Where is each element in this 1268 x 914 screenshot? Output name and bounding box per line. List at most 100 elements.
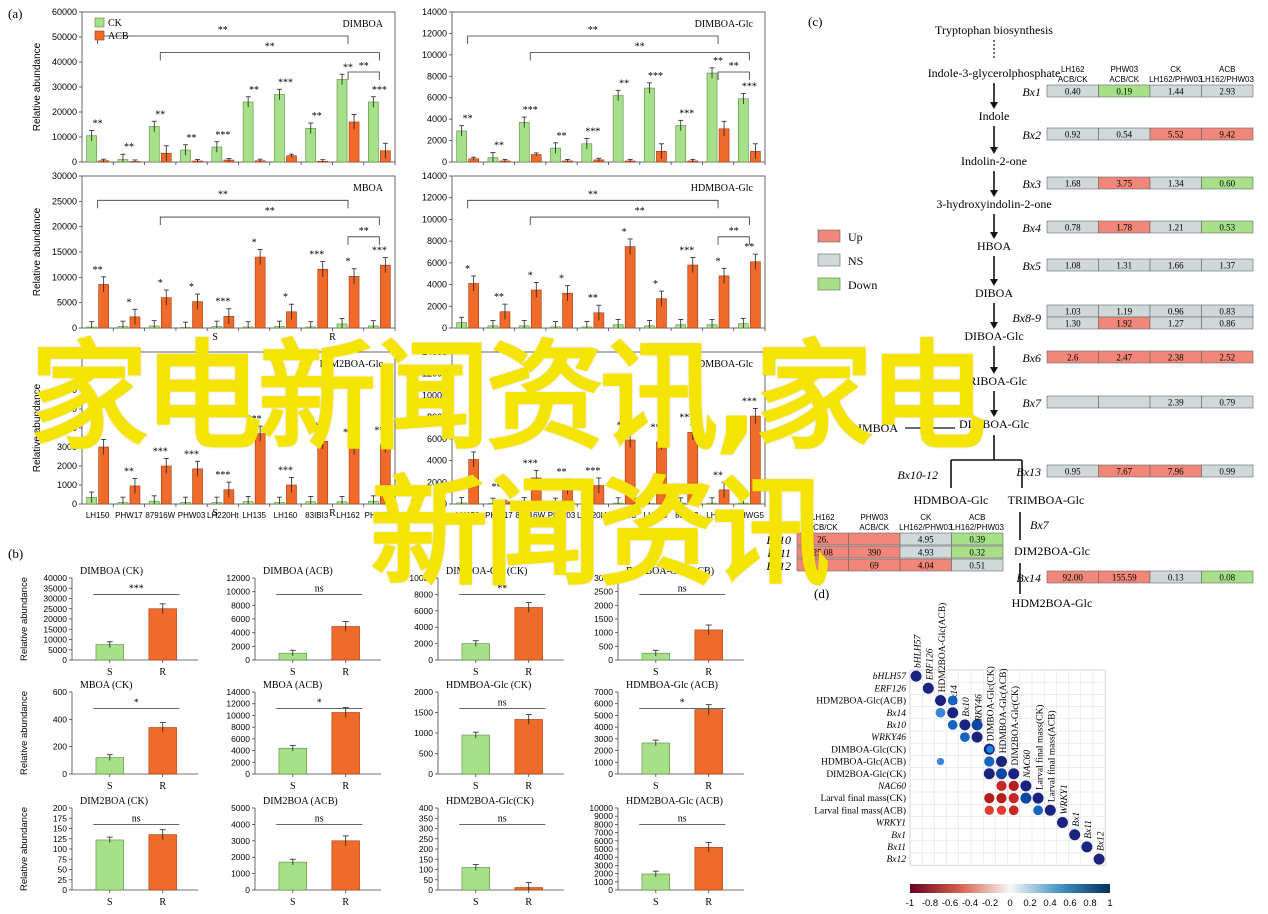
significance-label: **	[713, 56, 723, 67]
significance-label: ***	[278, 77, 293, 88]
colorbar-tick-label: -0.2	[982, 898, 998, 909]
significance-label: *	[283, 292, 288, 303]
y-tick-label: 150	[419, 854, 433, 864]
significance-label: **	[557, 131, 567, 142]
x-tick-label: S	[473, 667, 479, 678]
x-tick-label: S	[107, 781, 113, 792]
y-tick-label: 150	[53, 824, 67, 834]
row-label: Bx14	[886, 709, 906, 719]
y-tick-label: 5000	[57, 298, 77, 308]
y-tick-label: 0	[442, 323, 447, 333]
x-tick-label: 83IBI3	[675, 511, 699, 520]
table-value: 0.51	[969, 561, 985, 571]
pathway-node: Indole-3-glycerolphosphate	[928, 66, 1061, 80]
y-tick-label: 7000	[594, 828, 613, 838]
table-cell	[1201, 464, 1254, 478]
y-tick-label: 400	[419, 803, 433, 813]
significance-label: ***	[129, 583, 144, 594]
table-value: 2.6	[1067, 353, 1079, 363]
table-value: 0.08	[1219, 573, 1235, 583]
y-tick-label: 5000	[57, 404, 77, 414]
y-tick-label: 9000	[594, 811, 613, 821]
table-value: 5.52	[1168, 130, 1184, 140]
significance-label: **	[494, 140, 504, 151]
table-value: 4.95	[918, 535, 934, 545]
y-tick-label: 4000	[231, 746, 250, 756]
significance-label: **	[312, 111, 322, 122]
x-tick-label: R	[525, 667, 532, 678]
table-header: ACB	[1219, 65, 1235, 74]
row-label: HDM2BOA-Glc(ACB)	[816, 696, 906, 707]
y-tick-label: 5000	[48, 645, 67, 655]
significance-label: *	[680, 697, 685, 708]
bar-ck	[612, 95, 624, 163]
significance-label: ***	[585, 466, 600, 477]
significance-label: *	[653, 279, 658, 290]
bar-ck	[148, 126, 160, 163]
y-tick-label: 10000	[409, 573, 433, 583]
table-header: LH162	[811, 513, 835, 522]
table-cell	[1201, 258, 1254, 272]
chart-b5: MBOA (CK) 0 200 400 600 S R * Relative abundance	[19, 680, 198, 792]
corr-cell	[1008, 780, 1019, 792]
table-value: 1.31	[1116, 261, 1132, 271]
corr-cell	[1081, 841, 1093, 853]
y-tick-label: 3000	[57, 442, 77, 452]
y-tick-label: 14000	[226, 687, 250, 697]
y-tick-label: 3000	[594, 573, 613, 583]
comparison-bracket	[467, 35, 719, 44]
table-value: 0.86	[1219, 319, 1235, 329]
branch-arrows	[950, 435, 1023, 488]
significance-label: *	[716, 256, 721, 267]
pathway-diagram: Tryptophan biosynthesis Indole-3-glycerol…	[766, 23, 1254, 610]
y-tick-label: 4000	[427, 280, 447, 290]
significance-label: ns	[498, 697, 507, 708]
comparison-bracket	[529, 52, 750, 61]
bar-r	[148, 608, 177, 661]
comparison-bracket	[347, 71, 380, 80]
bracket-label: **	[359, 226, 369, 237]
x-tick-label: S	[107, 667, 113, 678]
corr-cell	[996, 756, 1007, 767]
table-value: 1.37	[1219, 261, 1235, 271]
corr-cell	[983, 768, 995, 780]
table-value: 1.08	[1065, 261, 1081, 271]
table-value: 0.40	[1065, 87, 1081, 97]
bar-s	[461, 867, 490, 891]
y-tick-label: 0	[608, 885, 613, 895]
table-value: 9.42	[1219, 130, 1235, 140]
corr-cell	[1020, 792, 1032, 804]
significance-label: **	[497, 583, 507, 594]
legend-swatch-down	[817, 277, 841, 291]
y-tick-label: 1000	[594, 877, 613, 887]
comparison-bracket	[97, 199, 349, 209]
bar-s	[641, 742, 670, 775]
table-value: 0.13	[1168, 573, 1184, 583]
enzyme-label: Bx7	[1030, 518, 1050, 532]
table-cell	[1098, 395, 1151, 409]
bar-acb	[317, 268, 329, 329]
y-tick-label: 600	[53, 687, 67, 697]
corr-cell	[947, 695, 958, 706]
bar-r	[331, 840, 360, 891]
legend-swatch-up	[817, 229, 841, 243]
bar-r	[331, 712, 360, 775]
arrow-head	[990, 102, 998, 109]
bar-ck	[738, 98, 749, 163]
y-tick-label: 8000	[427, 412, 447, 422]
significance-label: ***	[679, 413, 694, 424]
arrow-head	[990, 190, 998, 197]
row-label: Bx11	[887, 843, 906, 853]
bar-ck	[518, 122, 530, 163]
table-header: PHW03	[1110, 65, 1138, 74]
gene-label: Bx6	[1022, 351, 1041, 365]
pathway-node: DIBOA-Glc	[964, 329, 1023, 343]
col-label: Bx14	[950, 685, 960, 705]
y-tick-label: 2000	[57, 461, 77, 471]
gene-label: Bx10	[766, 533, 791, 547]
legend-swatch-ck	[94, 17, 105, 28]
y-tick-label: 10000	[422, 50, 447, 60]
significance-label: ***	[523, 458, 538, 469]
